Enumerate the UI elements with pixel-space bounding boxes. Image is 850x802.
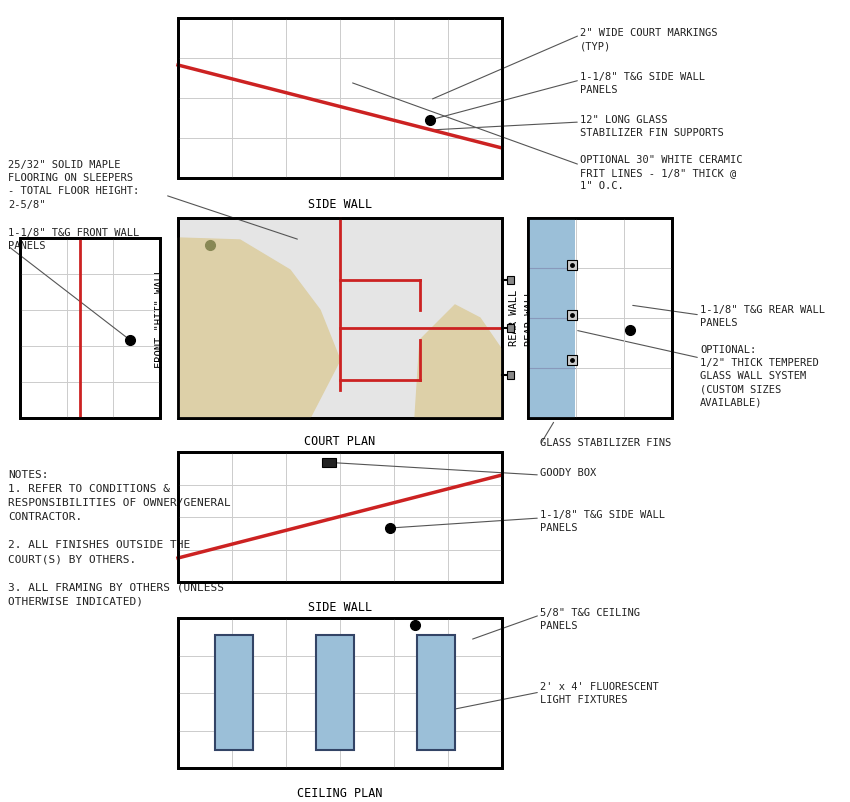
Text: 12" LONG GLASS
STABILIZER FIN SUPPORTS: 12" LONG GLASS STABILIZER FIN SUPPORTS: [580, 115, 723, 138]
Text: 25/32" SOLID MAPLE
FLOORING ON SLEEPERS
- TOTAL FLOOR HEIGHT:
2-5/8": 25/32" SOLID MAPLE FLOORING ON SLEEPERS …: [8, 160, 139, 209]
Text: FRONT "HIT" WALL: FRONT "HIT" WALL: [155, 268, 165, 368]
Bar: [178, 18, 502, 178]
Text: SIDE WALL: SIDE WALL: [308, 198, 372, 211]
Bar: [20, 238, 160, 418]
Bar: [322, 458, 336, 467]
Text: NOTES:
1. REFER TO CONDITIONS &
RESPONSIBILITIES OF OWNER/GENERAL
CONTRACTOR.

2: NOTES: 1. REFER TO CONDITIONS & RESPONSI…: [8, 470, 230, 606]
Bar: [316, 635, 354, 750]
Polygon shape: [178, 238, 340, 418]
Bar: [20, 238, 160, 418]
Bar: [507, 371, 514, 379]
Text: REAR WALL: REAR WALL: [509, 290, 519, 346]
Bar: [178, 218, 502, 418]
Bar: [178, 452, 502, 582]
Text: COURT PLAN: COURT PLAN: [304, 435, 376, 448]
Text: 1-1/8" T&G FRONT WALL
PANELS: 1-1/8" T&G FRONT WALL PANELS: [8, 228, 139, 251]
Bar: [215, 635, 253, 750]
Bar: [507, 276, 514, 284]
Text: SIDE WALL: SIDE WALL: [308, 601, 372, 614]
Text: 2' x 4' FLUORESCENT
LIGHT FIXTURES: 2' x 4' FLUORESCENT LIGHT FIXTURES: [540, 682, 659, 705]
Text: 1-1/8" T&G REAR WALL
PANELS: 1-1/8" T&G REAR WALL PANELS: [700, 305, 825, 328]
Bar: [417, 635, 455, 750]
Bar: [178, 452, 502, 582]
Bar: [528, 218, 575, 418]
Bar: [567, 310, 577, 320]
Bar: [567, 355, 577, 365]
Text: 2" WIDE COURT MARKINGS
(TYP): 2" WIDE COURT MARKINGS (TYP): [580, 28, 717, 51]
Text: GLASS STABILIZER FINS: GLASS STABILIZER FINS: [540, 438, 672, 448]
Text: OPTIONAL 30" WHITE CERAMIC
FRIT LINES - 1/8" THICK @
1" O.C.: OPTIONAL 30" WHITE CERAMIC FRIT LINES - …: [580, 155, 743, 192]
Bar: [178, 18, 502, 178]
Bar: [178, 218, 502, 418]
Bar: [178, 618, 502, 768]
Bar: [178, 618, 502, 768]
Text: OPTIONAL:
1/2" THICK TEMPERED
GLASS WALL SYSTEM
(CUSTOM SIZES
AVAILABLE): OPTIONAL: 1/2" THICK TEMPERED GLASS WALL…: [700, 345, 819, 407]
Bar: [507, 324, 514, 332]
Text: CEILING PLAN: CEILING PLAN: [298, 787, 382, 800]
Text: 1-1/8" T&G SIDE WALL
PANELS: 1-1/8" T&G SIDE WALL PANELS: [540, 510, 665, 533]
Text: GOODY BOX: GOODY BOX: [540, 468, 596, 478]
Bar: [528, 218, 672, 418]
Bar: [567, 260, 577, 270]
Polygon shape: [415, 305, 502, 418]
Text: 1-1/8" T&G SIDE WALL
PANELS: 1-1/8" T&G SIDE WALL PANELS: [580, 72, 705, 95]
Text: REAR WALL: REAR WALL: [525, 290, 535, 346]
Bar: [528, 218, 672, 418]
Text: 5/8" T&G CEILING
PANELS: 5/8" T&G CEILING PANELS: [540, 608, 640, 631]
